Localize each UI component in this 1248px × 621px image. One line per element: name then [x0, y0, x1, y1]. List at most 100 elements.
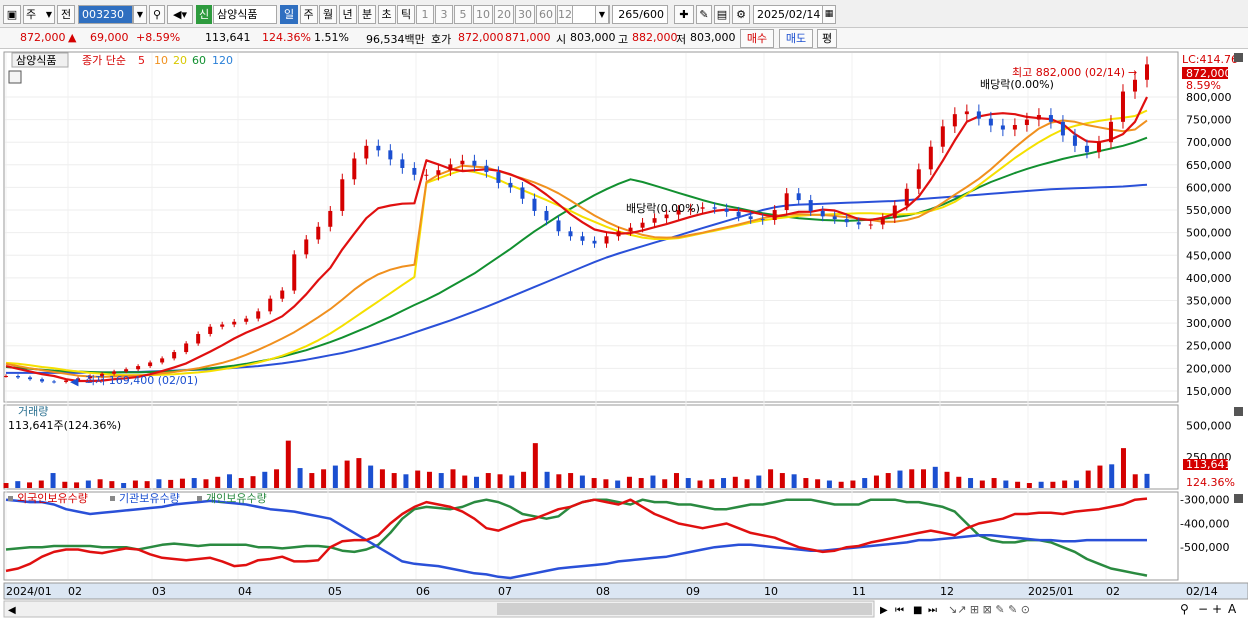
volume-bar-55: [650, 475, 656, 488]
scrollbar-thumb[interactable]: [497, 603, 872, 615]
volume-bar-44: [521, 471, 527, 488]
speaker-icon[interactable]: ◀▾: [167, 5, 193, 24]
volume-bar-63: [744, 479, 750, 488]
evaluation-button[interactable]: 평: [817, 29, 837, 48]
volume-bar-94: [1109, 464, 1115, 488]
candle-body-11: [136, 366, 141, 370]
volume-bar-51: [603, 479, 609, 488]
candle-body-14: [172, 352, 177, 359]
period-tab-1[interactable]: 주: [299, 5, 318, 24]
price-y-tick-0: 800,000: [1186, 91, 1232, 104]
buy-button[interactable]: 매수: [740, 29, 774, 48]
volume-bar-4: [50, 473, 56, 488]
first-icon[interactable]: ⏮: [895, 605, 904, 616]
stock-chart[interactable]: 800,000 750,000 700,000 650,000 600,000 550,0…: [0, 49, 1248, 621]
current-price: 872,000: [20, 31, 66, 44]
candle-body-69: [832, 216, 837, 220]
x-tick-6: 07: [498, 585, 512, 598]
volume-bar-32: [379, 469, 385, 488]
high-price: 882,000: [632, 31, 678, 44]
candle-body-45: [544, 210, 549, 221]
bar-count-field[interactable]: 265/600: [612, 5, 668, 24]
period-tab-5[interactable]: 초: [377, 5, 396, 24]
prev-button[interactable]: 전: [57, 5, 75, 24]
period-tab-6[interactable]: 틱: [397, 5, 415, 24]
last-icon[interactable]: ⏭: [928, 605, 937, 616]
interval-button-60[interactable]: 60: [536, 5, 556, 24]
volume-value: 113,641: [205, 31, 251, 44]
x-axis-bar: [3, 582, 1248, 600]
holdings-panel-close-icon[interactable]: [1234, 494, 1243, 503]
bid-price: 871,000: [505, 31, 551, 44]
candle-body-1: [16, 376, 21, 378]
candle-body-6: [76, 378, 81, 381]
candle-body-42: [508, 182, 513, 188]
ma-legend-label: 종가 단순: [82, 54, 126, 67]
zoom-in-icon[interactable]: +: [1212, 602, 1222, 616]
volume-bar-5: [62, 481, 68, 488]
dividend-annotation-2: 배당락(0.00%): [626, 202, 700, 215]
volume-bar-86: [1015, 481, 1021, 488]
interval-button-5[interactable]: 5: [454, 5, 472, 24]
period-tab-4[interactable]: 분: [358, 5, 376, 24]
period-tab-3[interactable]: 년: [338, 5, 357, 24]
price-panel-close-icon[interactable]: [1234, 53, 1243, 62]
sell-button[interactable]: 매도: [779, 29, 813, 48]
volume-bar-57: [673, 473, 679, 488]
stock-code-dropdown-icon[interactable]: ▼: [133, 5, 147, 24]
interval-button-1[interactable]: 1: [416, 5, 434, 24]
period-type-dropdown[interactable]: 주 ▼: [23, 5, 55, 24]
volume-bar-65: [768, 469, 774, 488]
search-icon[interactable]: ⚲: [149, 5, 165, 24]
candle-body-64: [772, 210, 777, 220]
candle-body-77: [928, 146, 933, 170]
candle-body-40: [484, 165, 489, 173]
stock-name-field[interactable]: 삼양식품: [213, 5, 277, 24]
interval-button-30[interactable]: 30: [515, 5, 535, 24]
volume-panel-close-icon[interactable]: [1234, 407, 1243, 416]
volume-bar-92: [1085, 470, 1091, 488]
calendar-icon[interactable]: ▦: [822, 5, 836, 24]
volume-bar-68: [803, 478, 809, 488]
x-tick-12: 2025/01: [1028, 585, 1074, 598]
chart-settings-icon[interactable]: ▣: [3, 5, 21, 24]
candle-body-61: [736, 211, 741, 217]
period-tab-2[interactable]: 월: [319, 5, 337, 24]
volume-bar-45: [532, 443, 538, 488]
ma-legend-60: 60: [192, 54, 206, 67]
scroll-left-icon[interactable]: ◀: [8, 605, 16, 616]
date-field[interactable]: 2025/02/14: [753, 5, 823, 24]
stop-icon[interactable]: ■: [913, 605, 922, 616]
interval-button-3[interactable]: 3: [435, 5, 453, 24]
candle-body-90: [1084, 145, 1089, 153]
save-icon[interactable]: ▤: [714, 5, 730, 24]
interval-button-10[interactable]: 10: [473, 5, 493, 24]
draw-tool-icon[interactable]: ✎: [696, 5, 712, 24]
stock-code-input[interactable]: 003230: [78, 5, 133, 24]
volume-bar-12: [144, 481, 150, 488]
zoom-icon[interactable]: ⚲: [1180, 602, 1189, 616]
candle-body-24: [292, 254, 297, 291]
x-axis-ticks: 2024/01 02 03 04 05 06 07 08 09 10 11 12 2025/01 02 02…: [6, 585, 1218, 598]
drawing-tools-icon[interactable]: ↘↗ ⊞ ⊠ ✎ ✎ ⊙: [948, 603, 1030, 616]
candle-body-25: [304, 239, 309, 255]
volume-bar-56: [662, 479, 668, 488]
period-tab-0[interactable]: 일: [280, 5, 298, 24]
calculator-icon[interactable]: [8, 70, 22, 84]
font-size-icon[interactable]: A: [1228, 602, 1237, 616]
volume-bar-58: [685, 478, 691, 488]
gear-icon[interactable]: ⚙: [732, 5, 750, 24]
crosshair-icon[interactable]: ✚: [674, 5, 694, 24]
volume-bar-85: [1003, 480, 1009, 488]
low-arrow-icon: ◀: [70, 375, 79, 388]
interval-button-20[interactable]: 20: [494, 5, 514, 24]
scroll-right-icon[interactable]: ▶: [880, 605, 888, 616]
candle-body-26: [316, 226, 321, 240]
zoom-out-icon[interactable]: −: [1198, 602, 1208, 616]
interval-dropdown-icon[interactable]: ▼: [595, 5, 609, 24]
candle-body-76: [916, 169, 921, 189]
candle-body-27: [328, 210, 333, 227]
volume-bar-83: [979, 480, 985, 488]
legend-individual: 개인보유수량: [206, 492, 267, 505]
